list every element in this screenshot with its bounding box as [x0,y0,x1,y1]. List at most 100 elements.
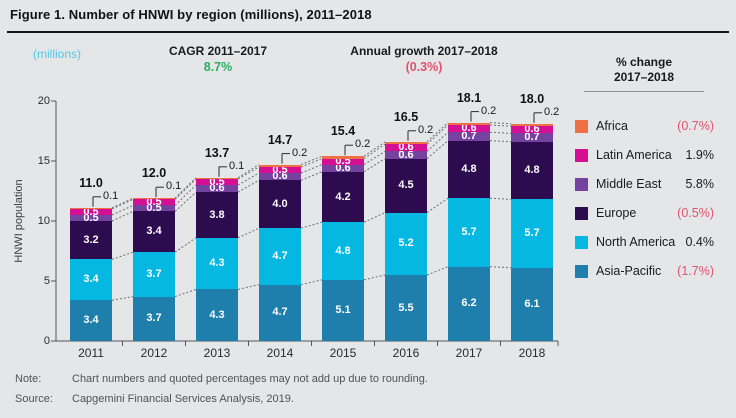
segment-label-north-america-2016: 5.2 [398,237,414,250]
legend-swatch-middle-east [575,178,588,191]
legend-label-europe: Europe [596,206,637,220]
legend-title-line1: % change [615,55,672,69]
segment-label-europe-2014: 4.0 [272,197,288,210]
total-label-2015: 15.4 [330,124,356,139]
x-tick-label-2011: 2011 [78,346,104,360]
segment-label-north-america-2014: 4.7 [272,249,288,262]
source-label: Source: [15,393,53,405]
segment-label-europe-2018: 4.8 [524,164,540,177]
segment-africa-2012 [133,198,175,200]
segment-asia-pacific-2011 [70,300,112,341]
legend-label-latin-america: Latin America [596,148,672,162]
segment-label-asia-pacific-2016: 5.5 [398,301,414,314]
segment-asia-pacific-2018 [511,267,553,341]
y-tick-label-10: 10 [37,215,50,227]
x-tick-label-2016: 2016 [392,346,420,360]
segment-label-north-america-2012: 3.7 [146,267,162,280]
segment-latin-america-2018 [511,126,553,134]
segment-label-europe-2017: 4.8 [461,162,477,175]
segment-asia-pacific-2014 [259,284,301,341]
callout-label-africa-2015: 0.2 [355,138,371,151]
legend-label-north-america: North America [596,235,676,249]
y-tick-label-20: 20 [37,95,50,107]
segment-middle-east-2017 [448,132,490,141]
annual-growth-annotation: Annual growth 2017–2018 (0.3%) [314,44,534,74]
callout-label-africa-2014: 0.2 [292,146,308,159]
segment-label-asia-pacific-2018: 6.1 [524,297,540,310]
y-tick-label-0: 0 [43,335,50,347]
units-label: (millions) [33,47,81,61]
x-tick-label-2018: 2018 [518,346,546,360]
y-axis-label: HNWI population [13,179,25,263]
segment-africa-2011 [70,207,112,209]
segment-label-asia-pacific-2012: 3.7 [146,312,162,325]
segment-north-america-2012 [133,252,175,297]
segment-label-middle-east-2016: 0.6 [398,148,414,161]
segment-africa-2014 [259,164,301,167]
legend-swatch-africa [575,120,588,133]
segment-middle-east-2015 [322,164,364,172]
segment-label-europe-2011: 3.2 [83,233,99,246]
total-label-2018: 18.0 [519,91,545,106]
cagr-annotation: CAGR 2011–2017 8.7% [118,44,318,74]
segment-africa-2015 [322,156,364,159]
segment-label-north-america-2015: 4.8 [335,244,351,257]
segment-latin-america-2014 [259,167,301,173]
segment-africa-2017 [448,122,490,125]
segment-label-asia-pacific-2015: 5.1 [335,303,351,316]
segment-middle-east-2011 [70,215,112,221]
segment-middle-east-2018 [511,133,553,142]
segment-europe-2011 [70,221,112,260]
x-tick-label-2014: 2014 [266,346,294,360]
legend-swatch-latin-america [575,149,588,162]
segment-label-europe-2016: 4.5 [398,179,414,192]
total-label-2012: 12.0 [141,166,167,181]
segment-asia-pacific-2015 [322,279,364,341]
segment-label-latin-america-2017: 0.6 [461,122,477,135]
segment-label-europe-2012: 3.4 [146,225,162,238]
segment-label-middle-east-2018: 0.7 [524,131,540,144]
legend-pct-europe: (0.5%) [677,206,714,220]
figure-title: Figure 1. Number of HNWI by region (mill… [10,7,372,22]
callout-label-africa-2011: 0.1 [103,189,119,202]
segment-europe-2017 [448,140,490,199]
y-tick-label-15: 15 [37,155,50,167]
legend-label-africa: Africa [596,119,628,133]
title-divider [7,31,729,33]
segment-north-america-2017 [448,198,490,267]
segment-label-latin-america-2018: 0.6 [524,123,540,136]
total-label-2017: 18.1 [456,90,482,105]
segment-label-asia-pacific-2013: 4.3 [209,308,225,321]
segment-africa-2018 [511,123,553,127]
segment-north-america-2014 [259,228,301,285]
segment-asia-pacific-2012 [133,296,175,341]
legend-pct-latin-america: 1.9% [685,148,715,162]
x-tick-label-2013: 2013 [203,346,231,360]
legend-title-line2: 2017–2018 [613,70,675,84]
segment-middle-east-2013 [196,185,238,193]
segment-north-america-2015 [322,222,364,280]
note-label: Note: [15,373,42,385]
total-label-2014: 14.7 [267,132,293,147]
segment-latin-america-2013 [196,179,238,185]
segment-label-middle-east-2014: 0.6 [272,170,288,183]
legend-title: % change 2017–2018 [584,55,704,92]
legend-swatch-north-america [575,236,588,249]
segment-label-north-america-2013: 4.3 [209,257,225,270]
callout-label-africa-2018: 0.2 [544,105,560,118]
cagr-label: CAGR 2011–2017 [168,44,268,58]
segment-asia-pacific-2017 [448,266,490,341]
y-tick-label-5: 5 [43,275,50,287]
cagr-value: 8.7% [203,60,233,74]
segment-label-north-america-2017: 5.7 [461,225,477,238]
segment-label-europe-2015: 4.2 [335,190,351,203]
source-text: Capgemini Financial Services Analysis, 2… [72,393,294,405]
segment-europe-2013 [196,192,238,238]
segment-label-middle-east-2013: 0.6 [209,182,225,195]
segment-label-asia-pacific-2014: 4.7 [272,306,288,319]
segment-europe-2018 [511,141,553,200]
legend-swatch-asia-pacific [575,265,588,278]
segment-africa-2016 [385,141,427,145]
segment-label-asia-pacific-2011: 3.4 [83,314,99,327]
